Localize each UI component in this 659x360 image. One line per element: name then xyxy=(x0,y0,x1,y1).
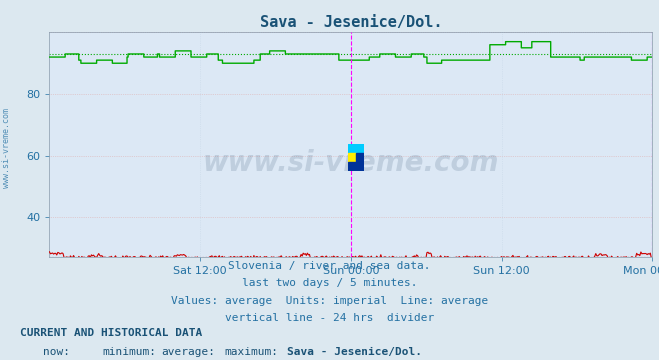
Bar xyxy=(348,162,364,171)
Text: Slovenia / river and sea data.: Slovenia / river and sea data. xyxy=(228,261,431,271)
Text: last two days / 5 minutes.: last two days / 5 minutes. xyxy=(242,278,417,288)
Title: Sava - Jesenice/Dol.: Sava - Jesenice/Dol. xyxy=(260,15,442,30)
Text: CURRENT AND HISTORICAL DATA: CURRENT AND HISTORICAL DATA xyxy=(20,328,202,338)
Text: Sava - Jesenice/Dol.: Sava - Jesenice/Dol. xyxy=(287,347,422,357)
Text: www.si-vreme.com: www.si-vreme.com xyxy=(2,108,11,188)
Text: average:: average: xyxy=(161,347,215,357)
Text: Values: average  Units: imperial  Line: average: Values: average Units: imperial Line: av… xyxy=(171,296,488,306)
Bar xyxy=(348,144,364,153)
Text: maximum:: maximum: xyxy=(224,347,278,357)
Text: minimum:: minimum: xyxy=(102,347,156,357)
Text: www.si-vreme.com: www.si-vreme.com xyxy=(203,149,499,177)
Text: now:: now: xyxy=(43,347,70,357)
Bar xyxy=(356,153,364,162)
Bar xyxy=(348,153,356,162)
Text: vertical line - 24 hrs  divider: vertical line - 24 hrs divider xyxy=(225,313,434,323)
